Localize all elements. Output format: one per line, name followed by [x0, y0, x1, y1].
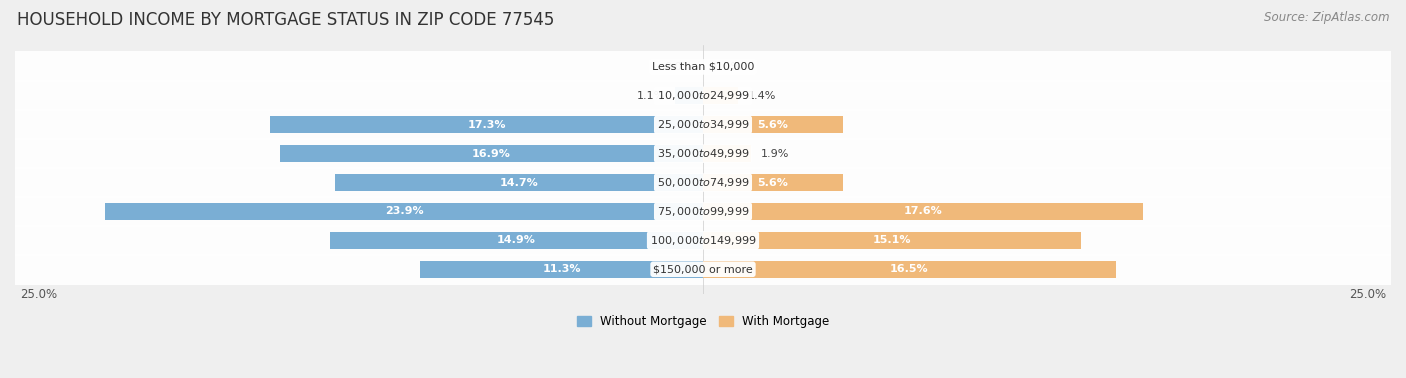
- Text: 0.0%: 0.0%: [713, 62, 741, 72]
- Text: HOUSEHOLD INCOME BY MORTGAGE STATUS IN ZIP CODE 77545: HOUSEHOLD INCOME BY MORTGAGE STATUS IN Z…: [17, 11, 554, 29]
- Bar: [703, 87, 738, 104]
- Text: $35,000 to $49,999: $35,000 to $49,999: [657, 147, 749, 160]
- Bar: [675, 87, 703, 104]
- Text: Source: ZipAtlas.com: Source: ZipAtlas.com: [1264, 11, 1389, 24]
- Bar: [3, 167, 1403, 198]
- Text: 5.6%: 5.6%: [758, 120, 789, 130]
- Text: 23.9%: 23.9%: [385, 206, 423, 217]
- Text: $150,000 or more: $150,000 or more: [654, 264, 752, 274]
- Text: $10,000 to $24,999: $10,000 to $24,999: [657, 89, 749, 102]
- Text: 16.5%: 16.5%: [890, 264, 929, 274]
- Text: 1.4%: 1.4%: [748, 91, 776, 101]
- Bar: [703, 232, 1081, 249]
- Bar: [3, 196, 1403, 227]
- Text: 15.1%: 15.1%: [873, 235, 911, 245]
- Bar: [270, 116, 703, 133]
- Bar: [703, 145, 751, 162]
- Text: 14.9%: 14.9%: [498, 235, 536, 245]
- Bar: [3, 225, 1403, 256]
- Bar: [335, 174, 703, 191]
- Text: 25.0%: 25.0%: [20, 288, 58, 301]
- Text: 14.7%: 14.7%: [499, 178, 538, 187]
- Text: 5.6%: 5.6%: [758, 178, 789, 187]
- Bar: [280, 145, 703, 162]
- Bar: [703, 174, 844, 191]
- Text: $25,000 to $34,999: $25,000 to $34,999: [657, 118, 749, 131]
- Legend: Without Mortgage, With Mortgage: Without Mortgage, With Mortgage: [572, 310, 834, 333]
- Text: $50,000 to $74,999: $50,000 to $74,999: [657, 176, 749, 189]
- Text: $75,000 to $99,999: $75,000 to $99,999: [657, 205, 749, 218]
- Bar: [3, 51, 1403, 82]
- Text: 1.9%: 1.9%: [761, 149, 789, 159]
- Text: 17.3%: 17.3%: [467, 120, 506, 130]
- Text: 11.3%: 11.3%: [543, 264, 581, 274]
- Bar: [105, 203, 703, 220]
- Text: 16.9%: 16.9%: [472, 149, 510, 159]
- Bar: [3, 138, 1403, 169]
- Bar: [703, 261, 1116, 278]
- Bar: [3, 80, 1403, 112]
- Bar: [420, 261, 703, 278]
- Bar: [3, 109, 1403, 140]
- Text: 17.6%: 17.6%: [904, 206, 942, 217]
- Bar: [330, 232, 703, 249]
- Text: 25.0%: 25.0%: [1348, 288, 1386, 301]
- Text: Less than $10,000: Less than $10,000: [652, 62, 754, 72]
- Bar: [703, 116, 844, 133]
- Text: 0.0%: 0.0%: [665, 62, 693, 72]
- Text: 1.1%: 1.1%: [637, 91, 665, 101]
- Text: $100,000 to $149,999: $100,000 to $149,999: [650, 234, 756, 247]
- Bar: [703, 203, 1143, 220]
- Bar: [3, 254, 1403, 285]
